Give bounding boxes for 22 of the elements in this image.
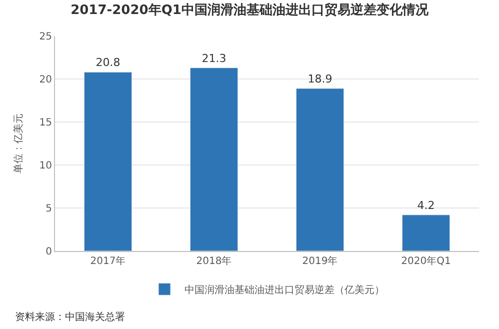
y-tick-label: 15 (39, 118, 52, 128)
bar (402, 214, 450, 251)
data-label: 20.8 (96, 56, 120, 70)
y-tick-label: 0 (46, 246, 52, 258)
data-label: 18.9 (308, 72, 332, 86)
x-tick-label: 2020年Q1 (401, 255, 451, 267)
x-tick-label: 2018年 (196, 255, 232, 267)
chart-title: 2017-2020年Q1中国润滑油基础油进出口贸易逆差变化情况 (70, 2, 430, 18)
data-label: 4.2 (417, 198, 435, 212)
bar (84, 72, 132, 251)
x-tick-label: 2019年 (302, 255, 338, 267)
legend-label: 中国润滑油基础油进出口贸易逆差（亿美元） (184, 284, 384, 296)
y-tick-label: 10 (39, 160, 52, 172)
bar (190, 68, 238, 251)
data-label: 21.3 (202, 52, 226, 65)
y-axis-title: 单位：亿美元 (12, 114, 24, 174)
y-tick-label: 5 (46, 204, 52, 214)
y-tick-label: 20 (39, 74, 52, 86)
y-tick-label: 25 (39, 32, 52, 42)
text: 资料来源：中国海关总署 (15, 311, 125, 323)
x-tick-label: 2017年 (90, 255, 126, 267)
bar (296, 88, 344, 251)
